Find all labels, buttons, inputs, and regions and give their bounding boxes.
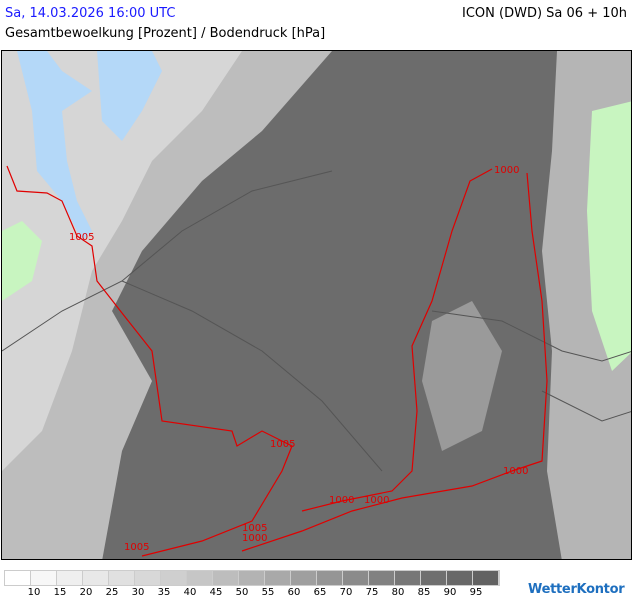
legend-label: 65 [313,587,327,598]
legend-label: 30 [131,587,145,598]
map-svg: 1005 1000 1005 1000 1000 1000 1005 1000 … [2,51,631,559]
legend-swatch [83,571,109,585]
legend-label: 75 [365,587,379,598]
legend-label: 95 [469,587,483,598]
valid-datetime: Sa, 14.03.2026 16:00 UTC [5,6,176,21]
legend-swatch [57,571,83,585]
legend-label: 80 [391,587,405,598]
legend-swatch [213,571,239,585]
legend-swatch [447,571,473,585]
legend-label: 85 [417,587,431,598]
legend-label: 70 [339,587,353,598]
legend-swatch [265,571,291,585]
legend-swatch [369,571,395,585]
svg-text:1005: 1005 [242,523,267,534]
isobar-1000-east-right [241,172,548,552]
legend-swatch [317,571,343,585]
isobars [6,165,548,557]
legend-swatch [31,571,57,585]
legend-swatch [421,571,447,585]
model-run: ICON (DWD) Sa 06 + 10h [462,6,627,21]
svg-text:1000: 1000 [329,495,354,506]
svg-text:1000: 1000 [364,495,389,506]
clear-land-east [587,101,631,371]
light-cloud-patches [422,301,502,451]
country-borders [2,170,631,472]
legend-swatch [473,571,499,585]
parameter-title: Gesamtbewoelkung [Prozent] / Bodendruck … [5,26,326,41]
svg-text:1005: 1005 [69,232,94,243]
svg-text:1000: 1000 [494,165,519,176]
weather-map: 1005 1000 1005 1000 1000 1000 1005 1000 … [1,50,632,560]
legend-label: 50 [235,587,249,598]
svg-text:1005: 1005 [270,439,295,450]
cloud-cover-legend [4,570,500,586]
svg-text:1005: 1005 [124,542,149,553]
legend-label: 20 [79,587,93,598]
legend-swatch [135,571,161,585]
clear-land-west [2,221,42,301]
legend-swatch [109,571,135,585]
legend-label: 40 [183,587,197,598]
legend-swatch [343,571,369,585]
isobar-1000-east [301,168,493,512]
legend-swatch [161,571,187,585]
legend-label: 10 [27,587,41,598]
legend-label: 25 [105,587,119,598]
legend-label: 15 [53,587,67,598]
svg-text:1000: 1000 [242,533,267,544]
wetterkontor-logo: WetterKontor [528,582,625,597]
legend-label: 55 [261,587,275,598]
legend-swatch [5,571,31,585]
water-bay [97,51,162,141]
svg-text:1000: 1000 [503,466,528,477]
legend-label: 90 [443,587,457,598]
legend-label: 45 [209,587,223,598]
legend-swatch [187,571,213,585]
water-baltic [17,51,92,241]
legend-label: 35 [157,587,171,598]
legend-label: 60 [287,587,301,598]
isobar-labels: 1005 1000 1005 1000 1000 1000 1005 1000 … [69,165,528,553]
legend-swatch [395,571,421,585]
legend-swatch [239,571,265,585]
legend-swatch [291,571,317,585]
isobar-1005-west [6,165,293,557]
